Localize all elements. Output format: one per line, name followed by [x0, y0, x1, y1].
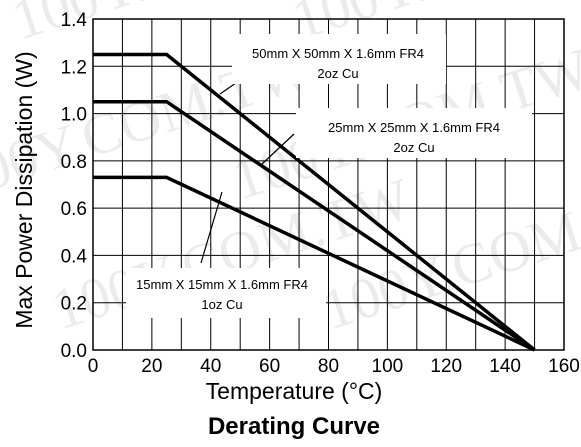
y-tick-label: 1.0 — [61, 105, 87, 126]
annotation-line-1: 15mm X 15mm X 1.6mm FR4 — [136, 277, 308, 292]
x-tick-label: 60 — [259, 356, 280, 377]
x-tick-label: 100 — [372, 356, 404, 377]
x-tick-label: 80 — [318, 356, 339, 377]
x-axis-title: Temperature (°C) — [206, 378, 383, 404]
y-axis-title: Max Power Dissipation (W) — [11, 51, 37, 328]
annotation-leader-line — [200, 191, 223, 264]
plot-frame — [92, 18, 565, 351]
x-tick-label: 160 — [548, 356, 580, 377]
x-tick-label: 40 — [200, 356, 221, 377]
x-tick-label: 140 — [489, 356, 521, 377]
series-line-1 — [93, 52, 536, 352]
y-tick-label: 0.2 — [61, 294, 87, 315]
x-tick-label: 20 — [141, 356, 162, 377]
annotation-box — [126, 268, 326, 318]
y-tick-label: 1.2 — [61, 57, 87, 78]
y-tick-labels: 0.0 0.2 0.4 0.6 0.8 1.0 1.2 1.4 — [61, 10, 88, 362]
annotation-box — [232, 34, 446, 84]
y-tick-label: 0.4 — [61, 246, 88, 267]
annotation-leader-line — [261, 133, 295, 165]
y-tick-label: 1.4 — [61, 10, 88, 31]
x-tick-label: 120 — [430, 356, 462, 377]
annotation-box — [296, 108, 532, 158]
series-layer — [93, 52, 536, 352]
x-tick-label: 0 — [88, 356, 99, 377]
annotation-line-1: 50mm X 50mm X 1.6mm FR4 — [252, 46, 424, 61]
y-tick-label: 0.0 — [61, 341, 87, 362]
annotation-line-1: 25mm X 25mm X 1.6mm FR4 — [328, 120, 500, 135]
series-line-3 — [93, 175, 536, 352]
chart-title: Derating Curve — [208, 413, 380, 440]
series-line-2 — [93, 99, 536, 352]
annotation-line-2: 1oz Cu — [201, 297, 242, 312]
annotation-line-2: 2oz Cu — [317, 66, 358, 81]
y-tick-label: 0.8 — [61, 152, 87, 173]
x-tick-labels: 0 20 40 60 80 100 120 140 160 — [88, 356, 580, 377]
annotation-line-2: 2oz Cu — [393, 140, 434, 155]
annotations: 50mm X 50mm X 1.6mm FR4 2oz Cu 25mm X 25mm… — [126, 34, 532, 318]
y-tick-label: 0.6 — [61, 199, 87, 220]
